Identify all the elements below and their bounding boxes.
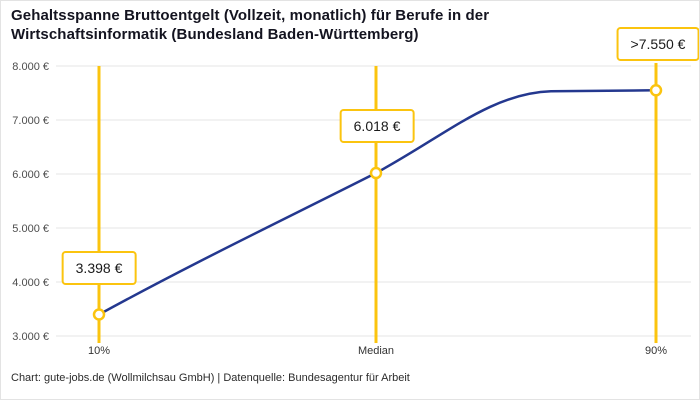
callout-median-value: 6.018 € bbox=[339, 109, 415, 143]
y-tick-label: 5.000 € bbox=[12, 223, 49, 235]
y-tick-label: 3.000 € bbox=[12, 331, 49, 343]
source-footer: Chart: gute-jobs.de (Wollmilchsau GmbH) … bbox=[11, 372, 410, 384]
callout-10pct-value: 3.398 € bbox=[61, 251, 137, 285]
chart-title: Gehaltsspanne Bruttoentgelt (Vollzeit, m… bbox=[11, 7, 490, 44]
callout-90pct-value: >7.550 € bbox=[616, 27, 699, 61]
x-tick-label: Median bbox=[358, 345, 394, 357]
data-point-marker bbox=[92, 308, 106, 321]
y-tick-label: 7.000 € bbox=[12, 115, 49, 127]
y-tick-label: 8.000 € bbox=[12, 61, 49, 73]
data-point-marker bbox=[649, 84, 663, 97]
x-tick-label: 10% bbox=[88, 345, 110, 357]
x-tick-label: 90% bbox=[645, 345, 667, 357]
y-tick-label: 4.000 € bbox=[12, 277, 49, 289]
data-point-marker bbox=[369, 166, 383, 180]
y-tick-label: 6.000 € bbox=[12, 169, 49, 181]
